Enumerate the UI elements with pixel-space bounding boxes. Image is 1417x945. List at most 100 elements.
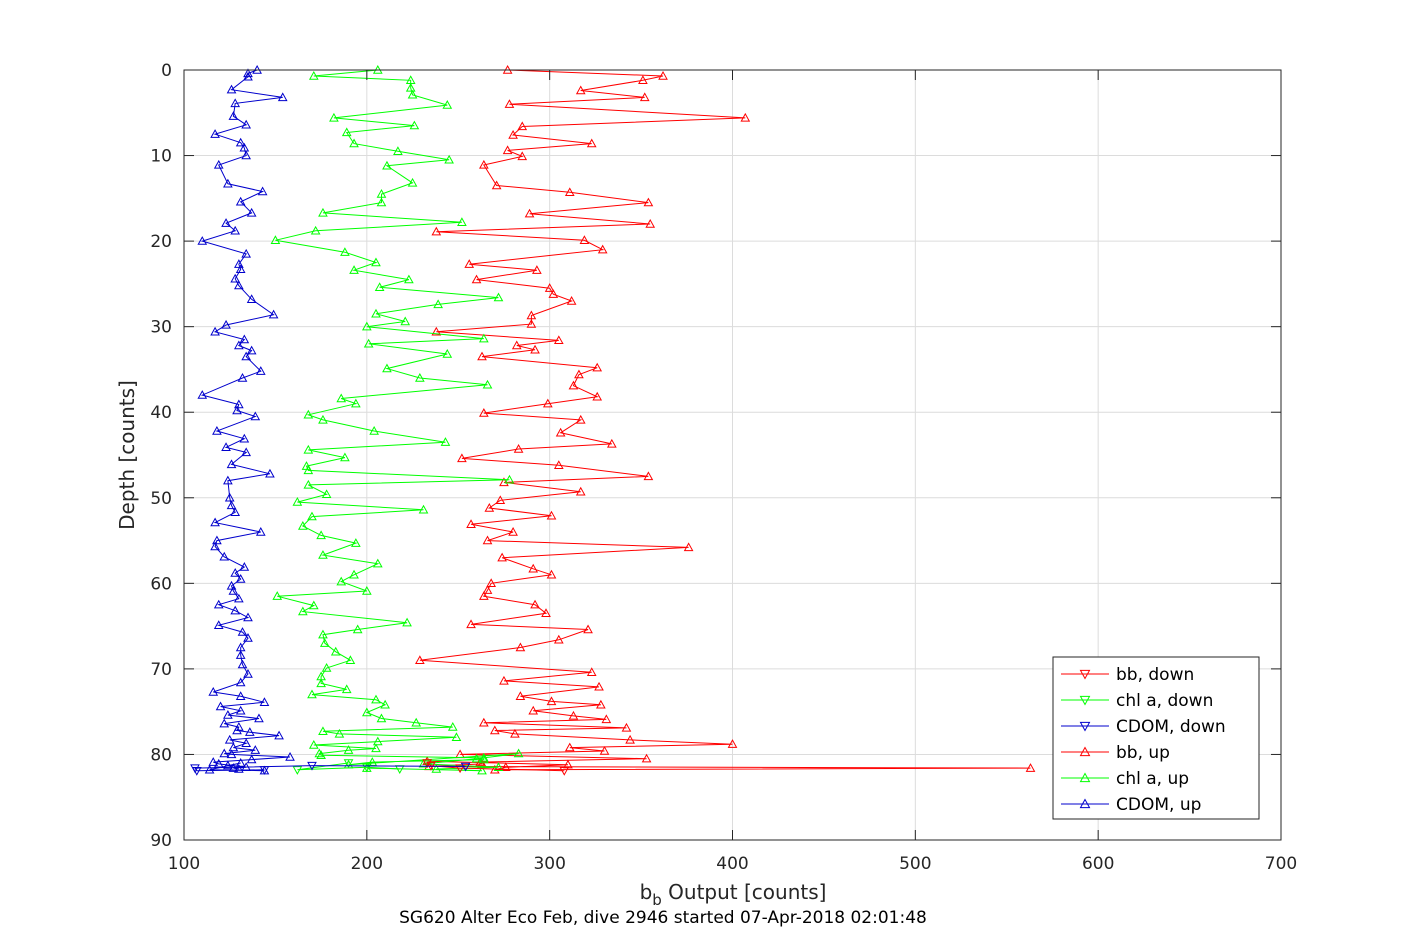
data-point: [548, 289, 559, 298]
data-point: [433, 299, 443, 309]
data-point: [407, 89, 418, 99]
data-point: [224, 492, 235, 502]
data-point: [318, 726, 328, 736]
data-point: [592, 391, 603, 401]
data-point: [491, 180, 502, 190]
data-point: [451, 732, 462, 742]
data-point: [596, 699, 606, 709]
data-point: [524, 208, 535, 218]
data-point: [478, 752, 489, 762]
data-point: [343, 759, 354, 769]
data-point: [566, 295, 577, 305]
data-point: [555, 427, 566, 437]
data-point: [208, 686, 219, 696]
series-line: [275, 69, 519, 772]
data-point: [369, 426, 379, 435]
series-cdom-up: [197, 64, 295, 775]
data-point: [400, 316, 411, 326]
data-point: [237, 372, 248, 382]
data-point: [482, 535, 493, 545]
data-point: [351, 398, 361, 408]
data-point: [223, 710, 233, 719]
data-point: [285, 751, 295, 761]
x-tick-label: 100: [168, 854, 200, 874]
data-point: [478, 717, 489, 727]
data-point: [213, 758, 224, 768]
data-point: [250, 411, 261, 421]
data-point: [259, 697, 270, 706]
axis-ticks: 100 200 300 400 500 600 700 0 10 20 30 40 50 60 70 80 90: [150, 61, 1297, 874]
data-point: [482, 379, 493, 389]
series-layer: [190, 64, 1036, 776]
data-point: [606, 438, 617, 448]
data-point: [243, 612, 253, 622]
legend-item: bb, down: [1061, 665, 1194, 685]
data-point: [210, 541, 220, 551]
data-point: [376, 189, 387, 198]
data-point: [478, 754, 489, 764]
data-point: [526, 319, 537, 328]
data-point: [431, 226, 442, 236]
legend-box: [1052, 656, 1260, 820]
data-point: [460, 762, 471, 772]
data-point: [464, 259, 475, 268]
legend-item: chl a, up: [1061, 769, 1189, 789]
legend-marker: [1079, 695, 1091, 706]
data-point: [230, 273, 241, 283]
data-point: [244, 727, 255, 736]
data-point: [597, 244, 608, 254]
data-point: [235, 650, 246, 659]
y-axis-title: Depth [counts]: [115, 380, 139, 530]
data-point: [411, 717, 422, 727]
data-point: [234, 399, 244, 409]
data-point: [239, 142, 250, 152]
data-point: [457, 217, 467, 226]
data-point: [257, 186, 268, 196]
data-point: [471, 753, 482, 763]
data-point: [226, 459, 237, 469]
legend-item: bb, up: [1061, 743, 1170, 763]
data-point: [361, 707, 372, 717]
legend-marker: [1079, 721, 1091, 732]
data-point: [235, 196, 246, 206]
data-point: [213, 620, 224, 629]
data-point: [363, 338, 374, 348]
data-point: [372, 558, 383, 568]
data-point: [334, 728, 345, 738]
data-point: [297, 520, 308, 530]
data-point: [564, 187, 575, 197]
legend-label: bb, up: [1116, 743, 1170, 763]
data-point: [517, 121, 528, 131]
data-point: [212, 535, 222, 545]
data-point: [404, 274, 414, 284]
legend-item: CDOM, up: [1061, 795, 1201, 815]
data-point: [277, 92, 288, 102]
series-line: [297, 762, 400, 771]
data-point: [431, 326, 442, 336]
data-point: [466, 519, 476, 528]
data-point: [638, 75, 648, 84]
data-point: [625, 734, 635, 744]
data-point: [316, 678, 326, 688]
data-point: [568, 710, 579, 720]
data-point: [230, 98, 241, 108]
data-point: [272, 591, 283, 600]
data-point: [241, 150, 252, 160]
x-tick-label: 500: [899, 854, 931, 874]
legend-item: CDOM, down: [1061, 717, 1226, 737]
data-point: [292, 497, 303, 506]
data-point: [228, 111, 239, 120]
data-point: [234, 763, 244, 773]
data-point: [228, 586, 239, 595]
data-point: [457, 453, 467, 463]
data-point: [586, 138, 597, 148]
data-point: [292, 766, 303, 775]
data-point: [478, 591, 489, 600]
data-point: [478, 408, 489, 417]
data-point: [234, 340, 244, 350]
data-point: [575, 486, 586, 496]
data-point: [544, 283, 555, 292]
data-point: [239, 433, 250, 443]
data-point: [340, 452, 350, 462]
data-point: [376, 197, 387, 207]
